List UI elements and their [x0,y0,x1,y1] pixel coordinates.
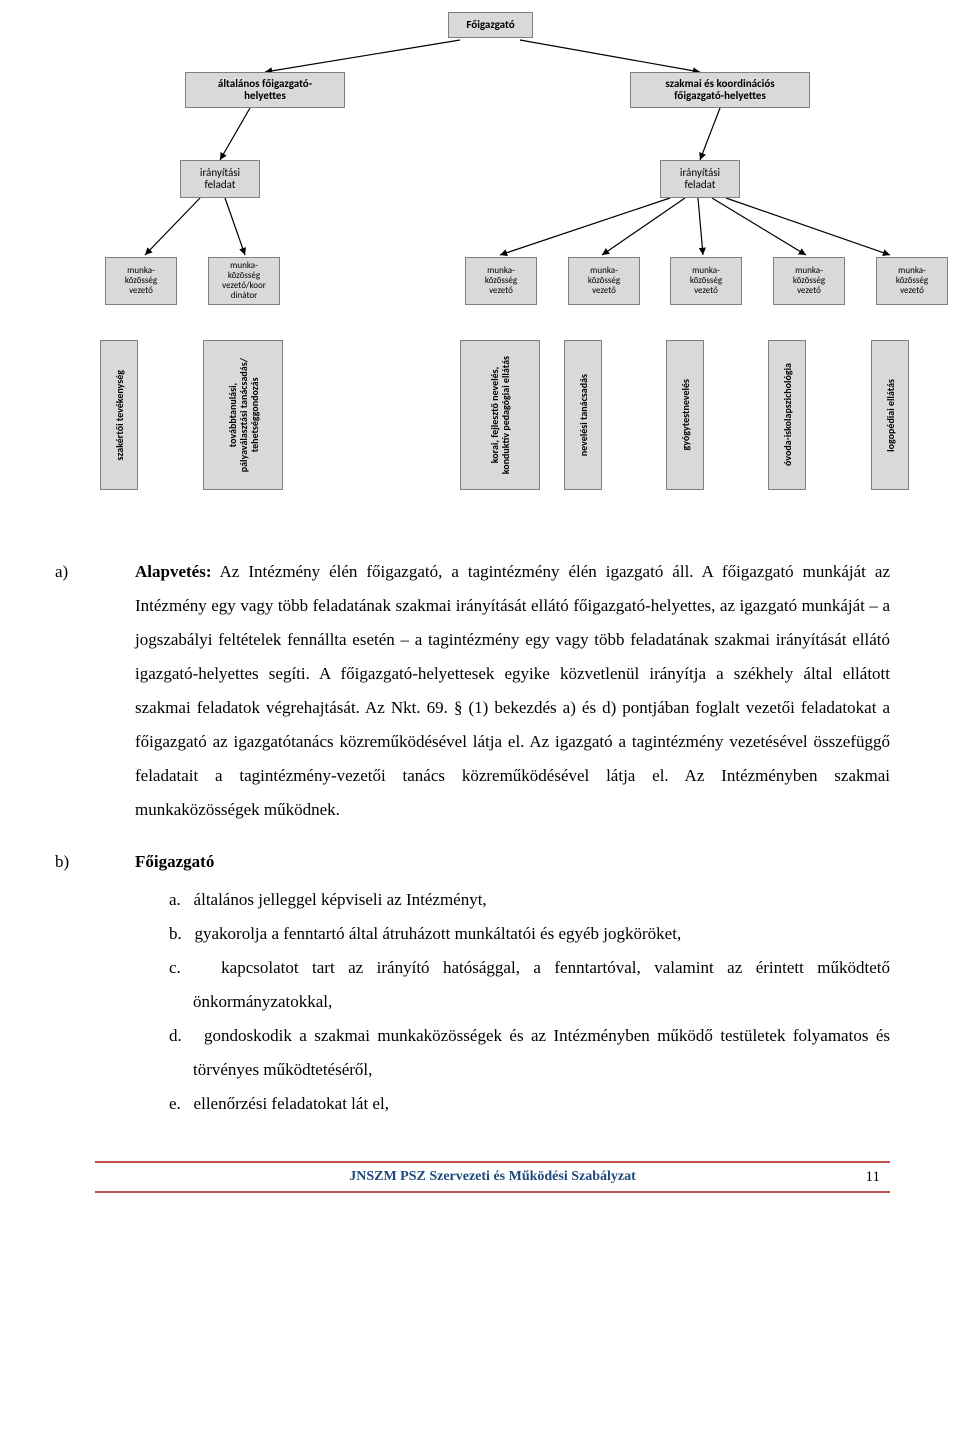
sub-c-text: kapcsolatot tart az irányító hatósággal,… [193,958,890,1011]
paragraph-b-head: b)Főigazgató [95,845,890,879]
para-a-body: Az Intézmény élén főigazgató, a tagintéz… [135,562,890,819]
sub-b: b. gyakorolja a fenntartó által átruházo… [169,917,890,951]
row4-node: munka- közösség vezető [773,257,845,305]
node-l2-left: általános főigazgató- helyettes [185,72,345,108]
paragraph-a: a)Alapvetés: Az Intézmény élén főigazgat… [95,555,890,827]
row5-node: gyógytestnevelés [666,340,704,490]
sub-a-text: általános jelleggel képviseli az Intézmé… [194,890,487,909]
node-l3-left: irányítási feladat [180,160,260,198]
row5-node-label: óvoda-iskolapszichológia [782,363,793,466]
footer-page-number: 11 [866,1169,880,1186]
para-a-marker: a) [95,555,135,589]
row5-node: logopédiai ellátás [871,340,909,490]
row4-node: munka- közösség vezető [465,257,537,305]
row5-node: nevelési tanácsadás [564,340,602,490]
sub-d: d. gondoskodik a szakmai munkaközösségek… [169,1019,890,1087]
row5-node-label: továbbtanulási, pályaválasztási tanácsad… [227,358,260,472]
para-a-title: Alapvetés: [135,562,211,581]
node-l3-right: irányítási feladat [660,160,740,198]
row4-node-label: munka- közösség vezető [485,266,517,296]
sub-c: c. kapcsolatot tart az irányító hatóságg… [169,951,890,1019]
section-b: b)Főigazgató a. általános jelleggel képv… [95,845,890,1121]
row5-node: szakértői tevékenység [100,340,138,490]
sub-e-text: ellenőrzési feladatokat lát el, [194,1094,389,1113]
row4-node-label: munka- közösség vezető [588,266,620,296]
row4-node-label: munka- közösség vezető/koor dinátor [222,261,266,301]
node-l2-right-label: szakmai és koordinációs főigazgató-helye… [665,78,774,102]
node-l2-left-label: általános főigazgató- helyettes [218,78,312,102]
row5-node-label: korai, fejlesztő nevelés, konduktív peda… [489,356,511,474]
row5-node-label: nevelési tanácsadás [578,374,589,456]
row5-node-label: gyógytestnevelés [680,379,691,451]
node-l3-right-label: irányítási feladat [680,167,720,191]
para-b-marker: b) [95,845,135,879]
sublist-b: a. általános jelleggel képviseli az Inté… [169,883,890,1121]
row4-node: munka- közösség vezető [105,257,177,305]
sub-b-text: gyakorolja a fenntartó által átruházott … [195,924,682,943]
row4-node: munka- közösség vezető [568,257,640,305]
row4-node-label: munka- közösség vezető [896,266,928,296]
row4-node: munka- közösség vezető [876,257,948,305]
document-body: a)Alapvetés: Az Intézmény élén főigazgat… [95,555,890,1121]
footer-title: JNSZM PSZ Szervezeti és Működési Szabály… [349,1169,636,1185]
node-l2-right: szakmai és koordinációs főigazgató-helye… [630,72,810,108]
org-diagram: Főigazgató általános főigazgató- helyett… [90,10,890,500]
row4-node-label: munka- közösség vezető [125,266,157,296]
node-l3-left-label: irányítási feladat [200,167,240,191]
row4-node-label: munka- közösség vezető [793,266,825,296]
para-b-title: Főigazgató [135,852,214,871]
page-footer: JNSZM PSZ Szervezeti és Működési Szabály… [95,1161,890,1193]
node-top-label: Főigazgató [466,19,514,31]
sub-d-text: gondoskodik a szakmai munkaközösségek és… [193,1026,890,1079]
sub-a: a. általános jelleggel képviseli az Inté… [169,883,890,917]
row4-node-label: munka- közösség vezető [690,266,722,296]
row5-node-label: szakértői tevékenység [114,370,125,460]
sub-e: e. ellenőrzési feladatokat lát el, [169,1087,890,1121]
row4-node: munka- közösség vezető [670,257,742,305]
node-top: Főigazgató [448,12,533,38]
row5-node: továbbtanulási, pályaválasztási tanácsad… [203,340,283,490]
row4-node: munka- közösség vezető/koor dinátor [208,257,280,305]
row5-node-label: logopédiai ellátás [885,379,896,452]
row5-node: korai, fejlesztő nevelés, konduktív peda… [460,340,540,490]
row5-node: óvoda-iskolapszichológia [768,340,806,490]
